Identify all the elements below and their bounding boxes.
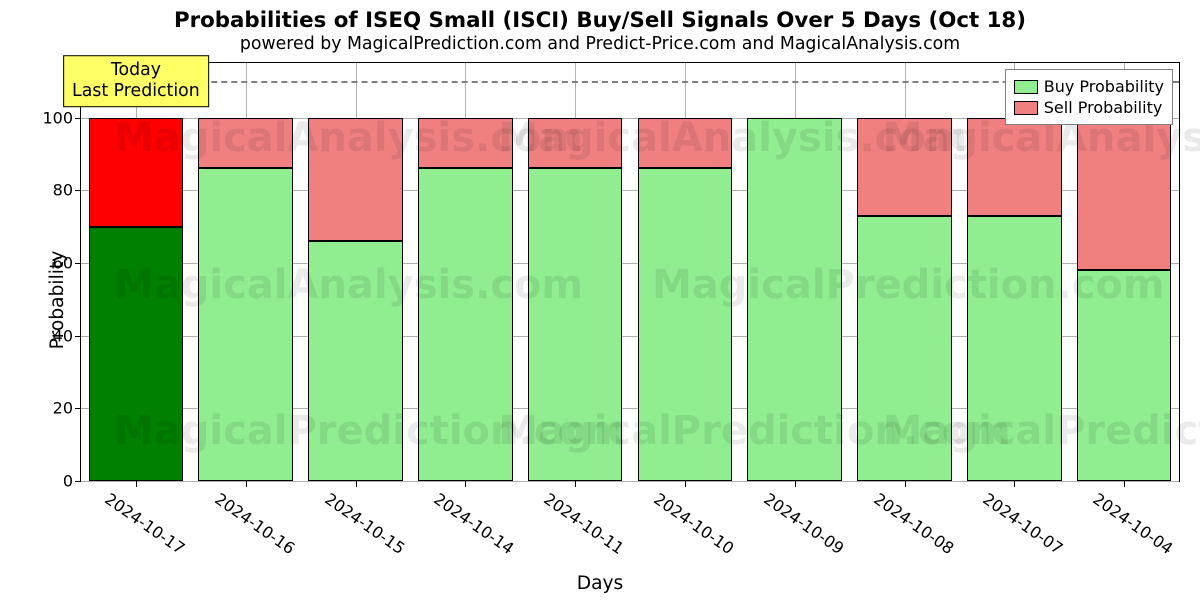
bar-buy: [308, 241, 402, 481]
x-tick-label: 2024-10-11: [540, 481, 633, 558]
x-tick-label: 2024-10-07: [980, 481, 1073, 558]
bar-group: [747, 63, 841, 481]
y-tick-mark: [75, 408, 81, 409]
bar-sell: [198, 118, 292, 169]
x-tick-label: 2024-10-08: [870, 481, 963, 558]
bar-buy: [198, 168, 292, 481]
bar-group: [1077, 63, 1171, 481]
bar-group: [418, 63, 512, 481]
x-tick-mark: [136, 481, 137, 487]
bar-buy: [1077, 270, 1171, 481]
y-tick-mark: [75, 263, 81, 264]
bar-sell: [308, 118, 402, 242]
x-tick-mark: [575, 481, 576, 487]
bar-buy: [528, 168, 622, 481]
annotation-line: Today: [72, 60, 200, 81]
x-tick-mark: [795, 481, 796, 487]
bar-group: [198, 63, 292, 481]
x-tick-mark: [356, 481, 357, 487]
x-tick-label: 2024-10-04: [1089, 481, 1182, 558]
bar-sell: [89, 118, 183, 227]
x-axis-label: Days: [0, 573, 1200, 594]
bar-group: [89, 63, 183, 481]
bar-group: [308, 63, 402, 481]
legend: Buy Probability Sell Probability: [1005, 69, 1173, 125]
chart-subtitle: powered by MagicalPrediction.com and Pre…: [0, 34, 1200, 54]
bar-buy: [747, 118, 841, 481]
bar-group: [528, 63, 622, 481]
x-tick-mark: [465, 481, 466, 487]
y-tick-mark: [75, 190, 81, 191]
chart-container: Probabilities of ISEQ Small (ISCI) Buy/S…: [0, 0, 1200, 600]
legend-swatch: [1014, 101, 1038, 115]
bar-sell: [638, 118, 732, 169]
bar-group: [857, 63, 951, 481]
bar-sell: [418, 118, 512, 169]
bar-buy: [967, 216, 1061, 481]
y-tick-mark: [75, 118, 81, 119]
legend-label: Buy Probability: [1044, 77, 1164, 96]
bar-buy: [638, 168, 732, 481]
x-tick-label: 2024-10-17: [101, 481, 194, 558]
bar-buy: [418, 168, 512, 481]
x-tick-label: 2024-10-15: [321, 481, 414, 558]
legend-label: Sell Probability: [1044, 98, 1163, 117]
bar-group: [638, 63, 732, 481]
x-tick-mark: [1014, 481, 1015, 487]
x-tick-mark: [685, 481, 686, 487]
bar-sell: [1077, 118, 1171, 271]
x-tick-label: 2024-10-14: [431, 481, 524, 558]
y-tick-mark: [75, 336, 81, 337]
bar-sell: [857, 118, 951, 216]
bar-group: [967, 63, 1061, 481]
legend-item: Sell Probability: [1014, 97, 1164, 118]
today-annotation: TodayLast Prediction: [63, 55, 209, 107]
x-tick-label: 2024-10-10: [650, 481, 743, 558]
bar-buy: [89, 227, 183, 481]
x-tick-mark: [1124, 481, 1125, 487]
plot-area: 0204060801002024-10-172024-10-162024-10-…: [80, 62, 1180, 482]
bar-sell: [967, 118, 1061, 216]
chart-title: Probabilities of ISEQ Small (ISCI) Buy/S…: [0, 8, 1200, 33]
x-tick-label: 2024-10-09: [760, 481, 853, 558]
annotation-line: Last Prediction: [72, 81, 200, 102]
bar-sell: [528, 118, 622, 169]
x-tick-label: 2024-10-16: [211, 481, 304, 558]
x-tick-mark: [905, 481, 906, 487]
x-tick-mark: [246, 481, 247, 487]
legend-item: Buy Probability: [1014, 76, 1164, 97]
y-tick-mark: [75, 481, 81, 482]
legend-swatch: [1014, 80, 1038, 94]
bar-buy: [857, 216, 951, 481]
